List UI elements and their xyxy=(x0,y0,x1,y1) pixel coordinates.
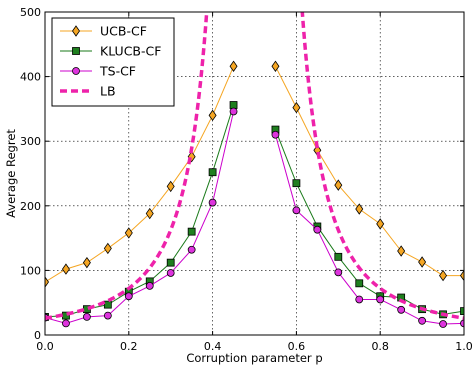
data-point xyxy=(124,227,133,239)
legend-item-ts-cf: TS-CF xyxy=(60,64,136,79)
legend: UCB-CF KLUCB-CF TS-CF LB xyxy=(51,17,175,107)
data-point xyxy=(460,269,464,282)
data-point xyxy=(145,207,154,220)
data-point xyxy=(271,130,280,139)
series-line xyxy=(45,66,235,283)
data-point xyxy=(229,101,238,109)
x-axis-label: Corruption parameter p xyxy=(186,351,322,365)
data-point xyxy=(313,225,322,234)
y-tick-label: 500 xyxy=(20,6,41,19)
axis-ticks: 0.0 0.2 0.4 0.6 0.8 1.0 0 100 200 300 400 500 xyxy=(20,6,473,353)
data-point xyxy=(72,67,80,75)
data-point xyxy=(208,109,217,122)
series-line xyxy=(274,134,464,325)
data-point xyxy=(229,60,238,72)
data-point xyxy=(376,295,385,304)
x-tick-label: 0.0 xyxy=(36,340,54,353)
data-point xyxy=(271,60,280,72)
data-point xyxy=(187,227,196,236)
data-point xyxy=(439,269,448,282)
data-point xyxy=(292,101,301,114)
data-point xyxy=(72,25,80,37)
lb-left-branch xyxy=(45,12,209,320)
legend-label: TS-CF xyxy=(99,64,136,79)
data-point xyxy=(72,47,80,55)
data-point xyxy=(355,295,364,304)
data-point xyxy=(62,319,70,328)
data-point xyxy=(460,319,464,328)
data-point xyxy=(397,305,406,314)
data-point xyxy=(83,313,91,321)
data-point xyxy=(376,218,385,230)
data-point xyxy=(103,242,112,255)
data-point xyxy=(292,206,301,215)
data-point xyxy=(208,168,217,177)
data-point xyxy=(229,107,238,116)
series-line xyxy=(45,104,235,318)
data-point xyxy=(166,180,175,193)
data-point xyxy=(292,179,301,188)
series-ts-cf xyxy=(45,107,464,328)
data-point xyxy=(439,320,447,328)
legend-label: LB xyxy=(100,84,116,99)
data-point xyxy=(166,258,175,267)
series-lb xyxy=(45,12,464,320)
data-point xyxy=(334,252,343,261)
lb-right-branch xyxy=(300,12,464,320)
data-point xyxy=(45,276,49,288)
legend-label: KLUCB-CF xyxy=(100,44,161,59)
data-point xyxy=(355,279,364,288)
plot-frame xyxy=(44,11,465,336)
data-point xyxy=(187,245,196,254)
data-point xyxy=(103,311,112,320)
x-tick-label: 0.8 xyxy=(371,340,389,353)
data-point xyxy=(61,263,70,275)
data-point xyxy=(124,292,133,301)
series-klucb-cf xyxy=(45,101,464,321)
data-point xyxy=(145,282,154,290)
data-point xyxy=(103,300,112,309)
y-tick-label: 0 xyxy=(34,329,41,342)
data-point xyxy=(82,256,91,269)
data-point xyxy=(166,269,175,277)
data-point xyxy=(460,307,464,315)
data-point xyxy=(355,203,364,215)
data-point xyxy=(334,268,343,277)
data-point xyxy=(418,256,427,268)
data-point xyxy=(418,316,427,325)
x-tick-label: 1.0 xyxy=(455,340,473,353)
legend-label: UCB-CF xyxy=(100,24,147,39)
x-tick-label: 0.4 xyxy=(204,340,222,353)
series-line xyxy=(45,111,235,324)
y-tick-label: 300 xyxy=(20,135,41,148)
y-tick-label: 100 xyxy=(20,264,41,277)
series-line xyxy=(275,66,464,277)
y-tick-label: 400 xyxy=(20,71,41,84)
legend-item-ucb-cf: UCB-CF xyxy=(60,24,147,39)
data-point xyxy=(334,179,343,191)
y-axis-label: Average Regret xyxy=(4,129,18,218)
series-line xyxy=(274,129,464,315)
series-layer xyxy=(45,12,464,328)
legend-item-lb: LB xyxy=(60,84,116,99)
x-tick-label: 0.2 xyxy=(120,340,138,353)
y-tick-label: 200 xyxy=(20,200,41,213)
x-tick-label: 0.6 xyxy=(288,340,306,353)
data-point xyxy=(397,245,406,257)
legend-item-klucb-cf: KLUCB-CF xyxy=(60,44,161,59)
data-point xyxy=(208,198,217,207)
